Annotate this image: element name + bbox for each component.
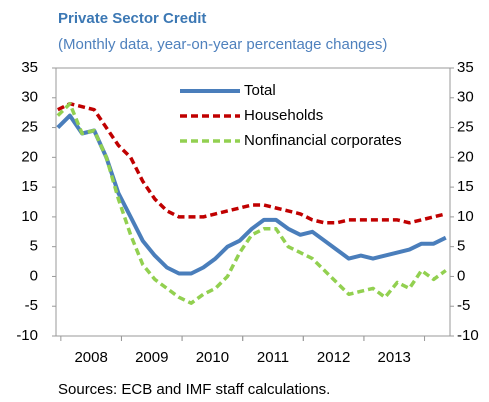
y-tick-label: 0 <box>30 267 38 284</box>
x-tick-label: 2013 <box>378 349 411 366</box>
x-tick-label: 2012 <box>317 349 350 366</box>
x-tick-label: 2010 <box>196 349 229 366</box>
y-tick-label: -10 <box>16 327 38 344</box>
y-tick-label: 25 <box>21 119 38 136</box>
x-tick-label: 2008 <box>74 349 107 366</box>
y2-tick-label: -5 <box>457 297 470 314</box>
legend-label: Nonfinancial corporates <box>244 132 402 149</box>
legend-label: Total <box>244 82 276 99</box>
y2-tick-label: 30 <box>457 89 474 106</box>
y2-tick-label: 25 <box>457 119 474 136</box>
y-tick-label: 10 <box>21 208 38 225</box>
y2-tick-label: 0 <box>457 267 465 284</box>
y2-tick-label: 15 <box>457 178 474 195</box>
y-tick-label: 15 <box>21 178 38 195</box>
plot-frame <box>55 67 451 337</box>
y2-tick-label: 35 <box>457 59 474 76</box>
series-line <box>56 113 447 276</box>
series-line <box>56 101 447 305</box>
x-tick-label: 2011 <box>257 349 289 366</box>
chart-title: Private Sector Credit <box>58 10 206 27</box>
y-tick-label: 30 <box>21 89 38 106</box>
y2-tick-label: 20 <box>457 148 474 165</box>
legend-label: Households <box>244 107 323 124</box>
chart-subtitle: (Monthly data, year-on-year percentage c… <box>58 36 387 53</box>
y-tick-label: 20 <box>21 148 38 165</box>
y-tick-label: 35 <box>21 59 38 76</box>
y2-tick-label: 5 <box>457 238 465 255</box>
y2-tick-label: -10 <box>457 327 479 344</box>
source-note: Sources: ECB and IMF staff calculations. <box>58 381 330 398</box>
x-tick-label: 2009 <box>135 349 168 366</box>
y-tick-label: 5 <box>30 238 38 255</box>
y-tick-label: -5 <box>25 297 38 314</box>
y2-tick-label: 10 <box>457 208 474 225</box>
